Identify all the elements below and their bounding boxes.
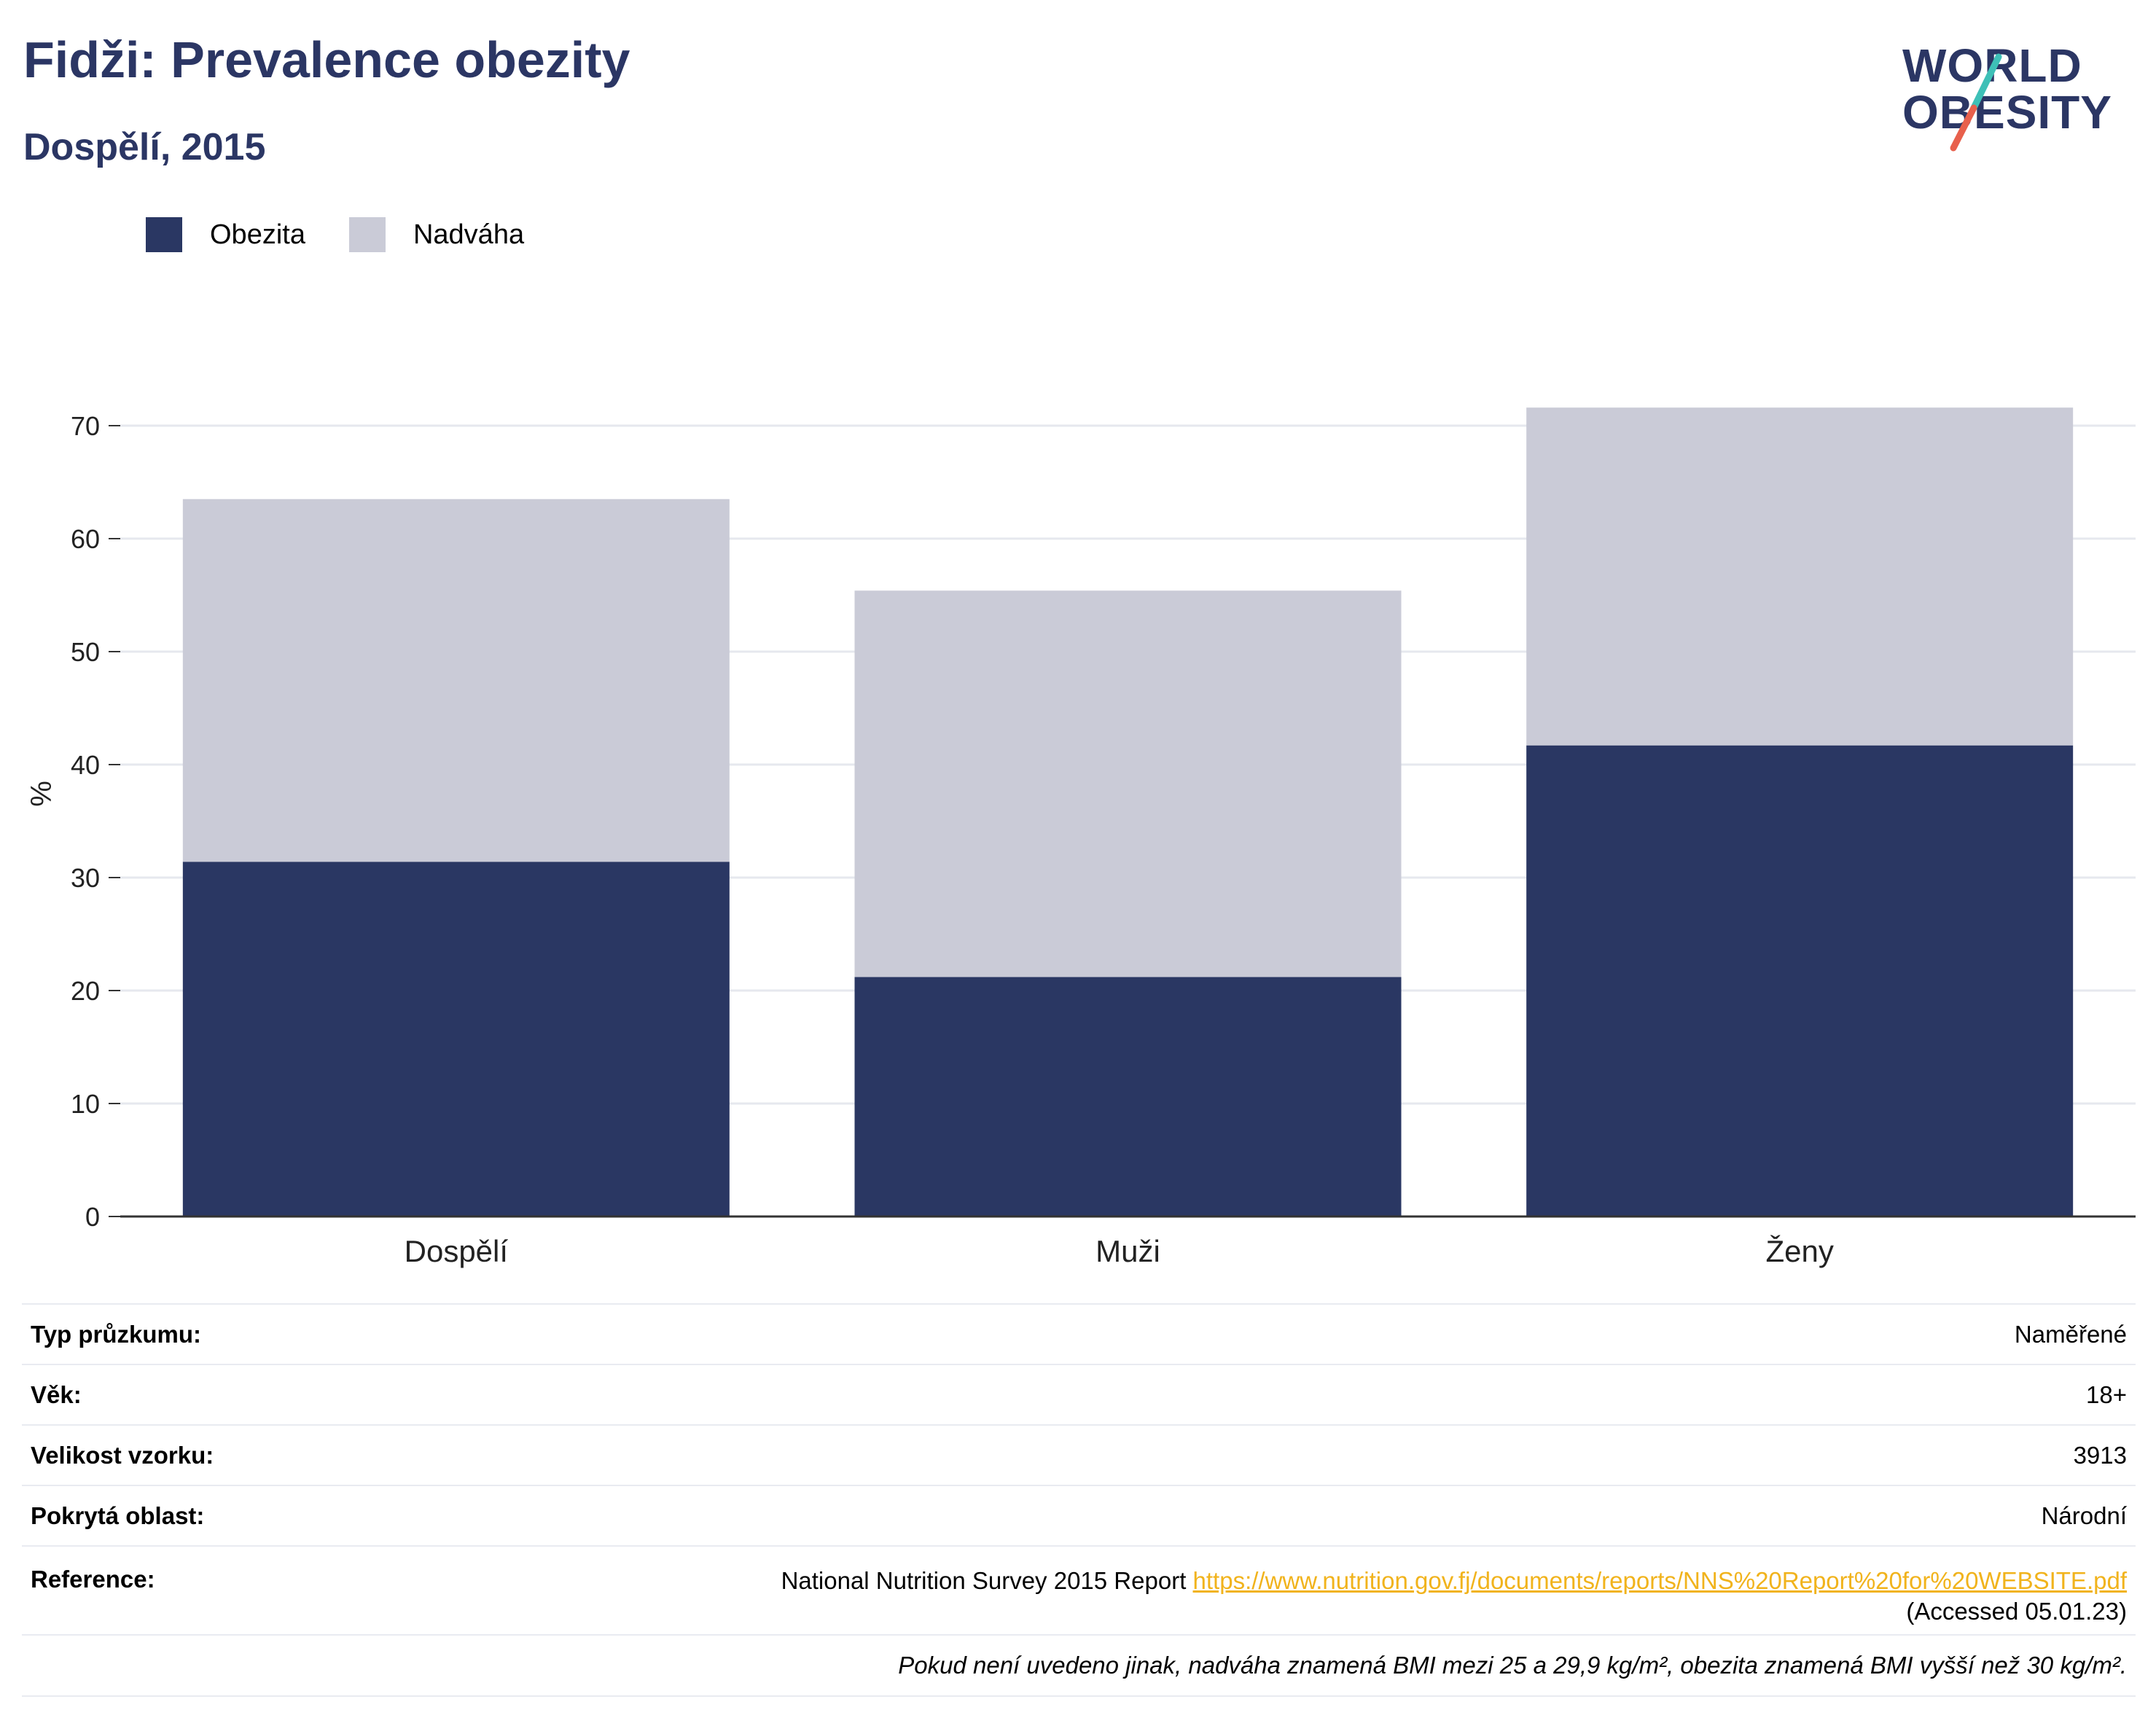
info-key: Typ průzkumu:: [31, 1320, 202, 1348]
info-row-survey-type: Typ průzkumu: Naměřené: [22, 1303, 2136, 1364]
info-key: Velikost vzorku:: [31, 1441, 214, 1469]
reference-text: National Nutrition Survey 2015 Report: [781, 1567, 1187, 1594]
x-tick-label: Muži: [1095, 1234, 1160, 1268]
page-title: Fidži: Prevalence obezity: [23, 31, 630, 88]
bar-obezita: [854, 977, 1402, 1216]
logo-slash-icon: [1950, 53, 2002, 152]
bar-nadvaha: [1526, 407, 2074, 746]
page-subtitle: Dospělí, 2015: [23, 126, 266, 168]
info-value: 3913: [2073, 1441, 2127, 1469]
logo-line-2: OBESITY: [1902, 86, 2112, 138]
chart-legend: Obezita Nadváha: [146, 217, 568, 252]
y-tick-label: 70: [71, 411, 100, 441]
info-key: Pokrytá oblast:: [31, 1501, 205, 1529]
legend-swatch-nadvaha: [348, 217, 386, 252]
world-obesity-logo: WORLD OBESITY: [1902, 29, 2143, 153]
legend-item-nadvaha: Nadváha: [348, 217, 525, 252]
bar-nadvaha: [182, 499, 730, 862]
y-tick-label: 30: [71, 863, 100, 893]
bar-obezita: [182, 862, 730, 1216]
info-key: Reference:: [31, 1566, 155, 1593]
legend-item-obezita: Obezita: [146, 217, 305, 252]
y-axis-label: %: [26, 781, 58, 807]
bar-nadvaha: [854, 590, 1402, 977]
info-value: Naměřené: [2014, 1320, 2127, 1348]
bar-obezita: [1526, 745, 2074, 1216]
y-tick-label: 0: [85, 1202, 100, 1232]
y-tick-label: 20: [71, 976, 100, 1006]
legend-label-obezita: Obezita: [210, 219, 305, 250]
reference-accessed: (Accessed 05.01.23): [1906, 1598, 2127, 1625]
stacked-bar-chart: 0 10 20 30 40 50 60 70% Dospělí Muži Ženy: [26, 407, 2136, 1268]
info-value: 18+: [2086, 1380, 2127, 1408]
info-key: Věk:: [31, 1380, 82, 1408]
bmi-note: Pokud není uvedeno jinak, nadváha znamen…: [22, 1634, 2136, 1697]
info-value: Národní: [2041, 1501, 2127, 1529]
legend-label-nadvaha: Nadváha: [413, 219, 525, 250]
info-row-reference: Reference: National Nutrition Survey 201…: [22, 1545, 2136, 1634]
reference-value: National Nutrition Survey 2015 Report ht…: [781, 1566, 2127, 1627]
info-row-sample-size: Velikost vzorku: 3913: [22, 1424, 2136, 1485]
reference-link[interactable]: https://www.nutrition.gov.fj/documents/r…: [1192, 1567, 2127, 1594]
legend-swatch-obezita: [146, 217, 182, 252]
y-tick-label: 10: [71, 1089, 100, 1119]
info-row-area: Pokrytá oblast: Národní: [22, 1485, 2136, 1545]
x-tick-label: Dospělí: [405, 1234, 509, 1268]
survey-info-table: Typ průzkumu: Naměřené Věk: 18+ Velikost…: [22, 1303, 2136, 1697]
info-row-age: Věk: 18+: [22, 1364, 2136, 1424]
y-tick-label: 50: [71, 637, 100, 667]
x-tick-label: Ženy: [1765, 1234, 1833, 1268]
y-tick-label: 40: [71, 750, 100, 780]
y-tick-label: 60: [71, 524, 100, 554]
